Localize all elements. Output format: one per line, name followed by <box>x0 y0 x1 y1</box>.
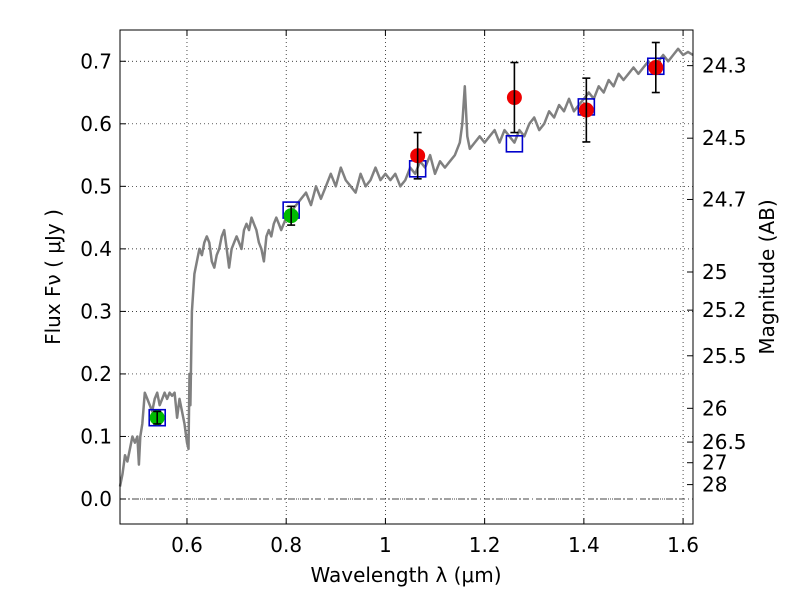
y-tick-label-2: 0.2 <box>80 362 112 386</box>
plot-frame <box>119 29 694 525</box>
x-axis-ticks: 0.6 0.8 1 1.2 1.4 1.6 <box>171 30 699 557</box>
y-right-tick-label-8: 27 <box>702 451 727 475</box>
y-tick-label-7: 0.7 <box>80 49 112 73</box>
y-axis-ticks: 0.0 0.1 0.2 0.3 0.4 0.5 0.6 0.7 <box>80 49 126 511</box>
y-right-tick-label-7: 26.5 <box>702 430 747 454</box>
y-right-tick-label-3: 25 <box>702 260 727 284</box>
photometry-points <box>148 41 665 427</box>
plot-background <box>120 30 693 524</box>
y-right-tick-label-9: 28 <box>702 473 727 497</box>
y-tick-label-1: 0.1 <box>80 424 112 448</box>
x-tick-label-3: 1.2 <box>469 533 501 557</box>
x-tick-label-2: 1 <box>379 533 392 557</box>
y-right-tick-label-2: 24.7 <box>702 187 747 211</box>
model-phot-square-0 <box>148 408 167 427</box>
y-right-tick-label-6: 26 <box>702 396 727 420</box>
y-tick-label-4: 0.4 <box>80 237 112 261</box>
y-right-tick-label-0: 24.3 <box>702 54 747 78</box>
x-axis-label: Wavelength λ (μm) <box>310 563 501 587</box>
model-phot-square-3 <box>505 135 524 153</box>
y-tick-label-6: 0.6 <box>80 112 112 136</box>
y-tick-label-3: 0.3 <box>80 299 112 323</box>
y-right-tick-label-4: 25.2 <box>702 298 747 322</box>
x-tick-label-4: 1.4 <box>568 533 600 557</box>
y-tick-label-0: 0.0 <box>80 487 112 511</box>
y-axis-label: Flux Fν ( μJy ) <box>41 209 65 345</box>
y-right-tick-label-5: 25.5 <box>702 344 747 368</box>
y-right-axis-label: Magnitude (AB) <box>755 199 779 354</box>
x-tick-label-0: 0.6 <box>171 533 203 557</box>
x-tick-label-5: 1.6 <box>667 533 699 557</box>
model-spectrum-line <box>118 47 694 487</box>
model-spectrum <box>118 47 694 487</box>
x-tick-label-1: 0.8 <box>270 533 302 557</box>
y-tick-label-5: 0.5 <box>80 174 112 198</box>
y-right-tick-label-1: 24.5 <box>702 126 747 150</box>
